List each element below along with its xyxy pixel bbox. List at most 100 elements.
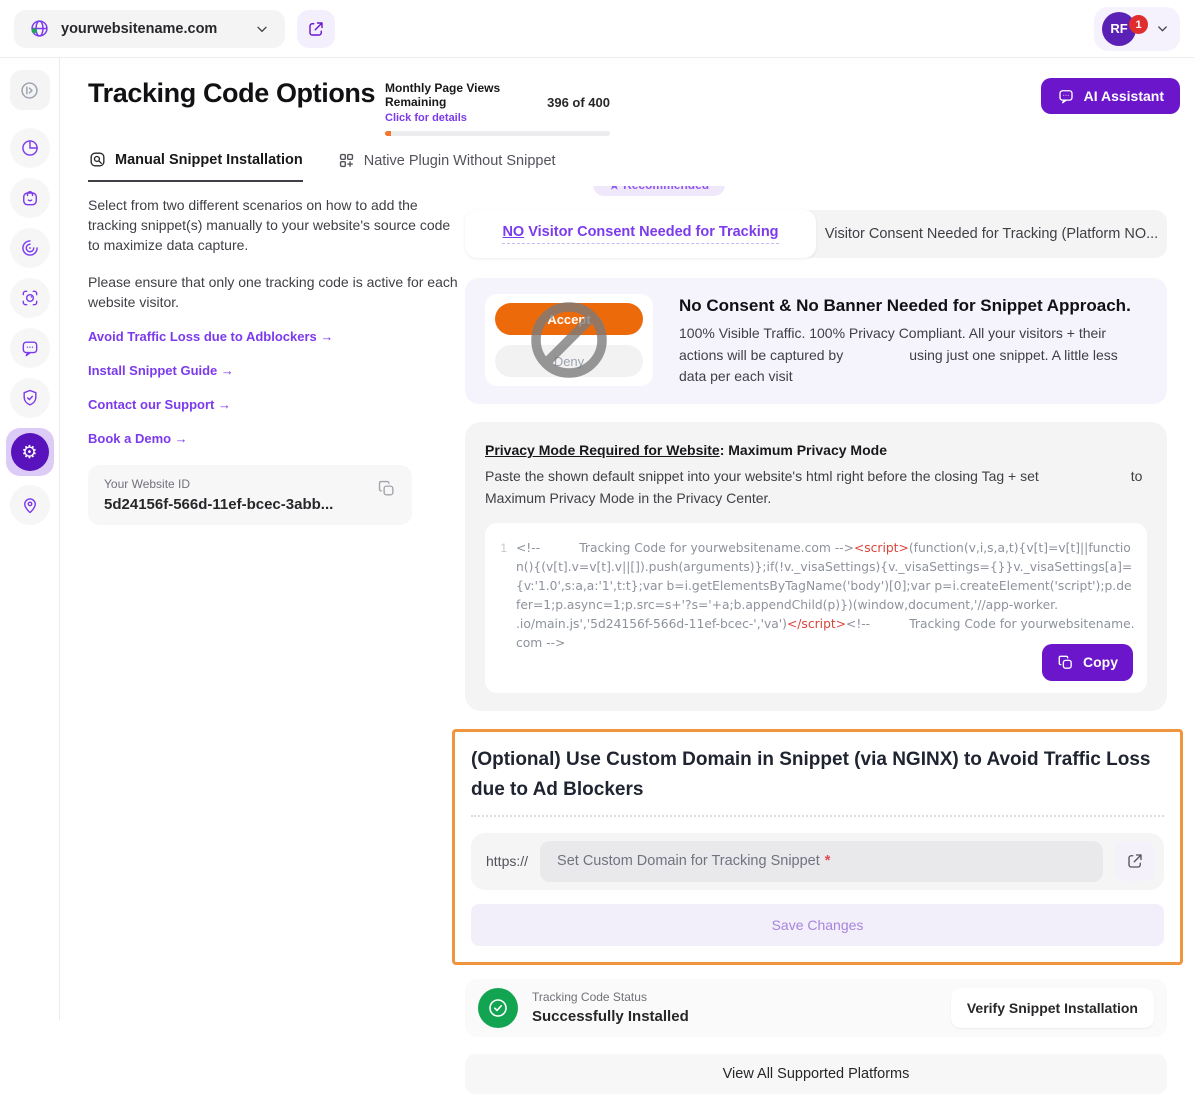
custom-domain-heading: (Optional) Use Custom Domain in Snippet … [471, 748, 1151, 801]
protocol-prefix: https:// [486, 853, 529, 870]
quota-details-link[interactable]: Click for details [385, 112, 467, 124]
copy-label: Copy [1083, 654, 1118, 671]
toggle-no-word: NO [502, 224, 525, 240]
session-focus-icon [20, 288, 40, 308]
success-check-icon [478, 987, 518, 1028]
consent-toggle-consent-needed[interactable]: Visitor Consent Needed for Tracking (Pla… [824, 226, 1159, 242]
page-header: Tracking Code Options Monthly Page Views… [88, 58, 1194, 136]
site-selector[interactable]: yourwebsitename.com [14, 9, 286, 48]
external-link-icon [307, 20, 325, 38]
copy-website-id-button[interactable] [377, 477, 396, 498]
left-panel: Select from two different scenarios on h… [88, 186, 460, 1094]
quota-label: Monthly Page Views Remaining [385, 81, 501, 109]
custom-domain-row: https:// Set Custom Domain for Tracking … [471, 832, 1164, 890]
link-contact-support[interactable]: Contact our Support → [88, 397, 231, 413]
toggle-left-label: Visitor Consent Needed for Tracking [524, 224, 779, 240]
link-install-snippet-guide[interactable]: Install Snippet Guide → [88, 363, 234, 379]
recommended-badge-clip: ★ Recommended [465, 186, 1183, 204]
link-book-demo[interactable]: Book a Demo → [88, 431, 188, 447]
copy-snippet-button[interactable]: Copy [1042, 643, 1133, 681]
deny-pill: Deny [495, 345, 643, 377]
quota-count: 396 of 400 [547, 95, 610, 110]
privacy-mode-heading: Privacy Mode Required for Website: Maxim… [485, 442, 887, 459]
quota-progress-bar [385, 131, 610, 136]
consent-toggle-no-consent[interactable]: NO Visitor Consent Needed for Tracking [465, 210, 816, 258]
radar-icon [20, 238, 40, 258]
shop-bag-icon [20, 188, 40, 208]
consent-banner-illustration: Accept Deny [485, 294, 653, 386]
tab-bar: Manual Snippet Installation Native Plugi… [88, 150, 1194, 182]
sidebar-item-radar[interactable] [9, 228, 50, 268]
snippet-search-icon [88, 150, 107, 169]
chat-bubble-icon [20, 338, 40, 358]
main-content: Tracking Code Options Monthly Page Views… [60, 58, 1194, 1094]
location-pin-icon [20, 495, 40, 515]
site-name: yourwebsitename.com [61, 20, 218, 37]
sidebar-item-locations[interactable] [9, 485, 50, 525]
sidebar-item-analytics[interactable] [9, 128, 50, 168]
no-consent-card: Accept Deny No Consent & No Banner Neede… [465, 278, 1167, 405]
dotted-divider [471, 814, 1164, 817]
shield-check-icon [20, 388, 40, 408]
quota-progress-fill [385, 131, 391, 136]
custom-domain-input[interactable]: Set Custom Domain for Tracking Snippet * [540, 840, 1103, 882]
verify-snippet-button[interactable]: Verify Snippet Installation [950, 987, 1154, 1028]
ai-assistant-button[interactable]: AI Assistant [1040, 78, 1180, 114]
top-bar: yourwebsitename.com RF 1 [0, 0, 1194, 58]
code-line-number: 1 [500, 540, 507, 555]
required-asterisk: * [824, 853, 831, 870]
external-link-icon [1126, 852, 1144, 870]
plugin-blocks-icon [337, 151, 356, 170]
tab-native-label: Native Plugin Without Snippet [363, 152, 556, 169]
consent-toggle: NO Visitor Consent Needed for Tracking V… [465, 210, 1167, 258]
consent-card-heading: No Consent & No Banner Needed for Snippe… [679, 296, 1131, 315]
chevron-down-icon [1155, 21, 1170, 36]
page-title: Tracking Code Options [88, 78, 376, 108]
website-id-value: 5d24156f-566d-11ef-bcec-3abb... [104, 496, 334, 514]
settings-gear-icon: ⚙ [10, 433, 49, 471]
pie-chart-icon [20, 138, 40, 158]
help-links: Avoid Traffic Loss due to Adblockers → I… [88, 329, 460, 446]
ai-chat-icon [1057, 87, 1075, 105]
tracking-code-block: 1 <!-- Tracking Code for yourwebsitename… [485, 522, 1147, 693]
custom-domain-section: (Optional) Use Custom Domain in Snippet … [452, 728, 1183, 965]
globe-icon [29, 18, 50, 39]
sidebar-item-privacy[interactable] [9, 378, 50, 418]
website-id-label: Your Website ID [104, 477, 191, 492]
note-text: Please ensure that only one tracking cod… [88, 273, 458, 310]
content-panel: ★ Recommended NO Visitor Consent Needed … [452, 186, 1183, 1094]
copy-icon [1057, 654, 1074, 671]
sidebar-item-feedback[interactable] [9, 328, 50, 368]
sidebar-item-collapse[interactable] [9, 70, 50, 110]
view-platforms-button[interactable]: View All Supported Platforms [465, 1053, 1167, 1094]
prohibition-icon [526, 297, 612, 383]
custom-domain-open-button[interactable] [1115, 841, 1155, 882]
tab-manual-label: Manual Snippet Installation [115, 151, 303, 168]
privacy-mode-body: Paste the shown default snippet into you… [485, 468, 1143, 507]
quota-widget: Monthly Page Views Remaining Click for d… [385, 78, 610, 136]
custom-domain-placeholder: Set Custom Domain for Tracking Snippet [557, 853, 820, 870]
ai-assistant-label: AI Assistant [1083, 88, 1164, 104]
recommended-badge: ★ Recommended [593, 186, 726, 196]
save-changes-button[interactable]: Save Changes [471, 903, 1164, 946]
consent-card-body: 100% Visible Traffic. 100% Privacy Compl… [679, 325, 1118, 385]
website-id-card: Your Website ID 5d24156f-566d-11ef-bcec-… [88, 465, 412, 526]
status-label: Tracking Code Status [532, 990, 647, 1005]
status-value: Successfully Installed [532, 1008, 689, 1026]
tracking-status-card: Tracking Code Status Successfully Instal… [465, 978, 1167, 1037]
profile-menu[interactable]: RF 1 [1094, 6, 1180, 51]
collapse-nav-icon [19, 80, 40, 101]
sidebar-item-store[interactable] [9, 178, 50, 218]
chevron-down-icon [254, 21, 270, 37]
notification-badge: 1 [1129, 15, 1148, 34]
code-line: <!-- Tracking Code for yourwebsitename.c… [516, 540, 1144, 651]
privacy-mode-section: Privacy Mode Required for Website: Maxim… [465, 422, 1167, 711]
tab-manual-snippet[interactable]: Manual Snippet Installation [88, 150, 303, 182]
tab-native-plugin[interactable]: Native Plugin Without Snippet [337, 150, 556, 182]
sidebar-nav: ⚙ [0, 58, 60, 1020]
open-site-button[interactable] [297, 9, 336, 48]
intro-text: Select from two different scenarios on h… [88, 197, 451, 253]
sidebar-item-recordings[interactable] [9, 278, 50, 318]
link-avoid-traffic-loss[interactable]: Avoid Traffic Loss due to Adblockers → [88, 329, 334, 345]
sidebar-item-settings[interactable]: ⚙ [5, 428, 54, 476]
